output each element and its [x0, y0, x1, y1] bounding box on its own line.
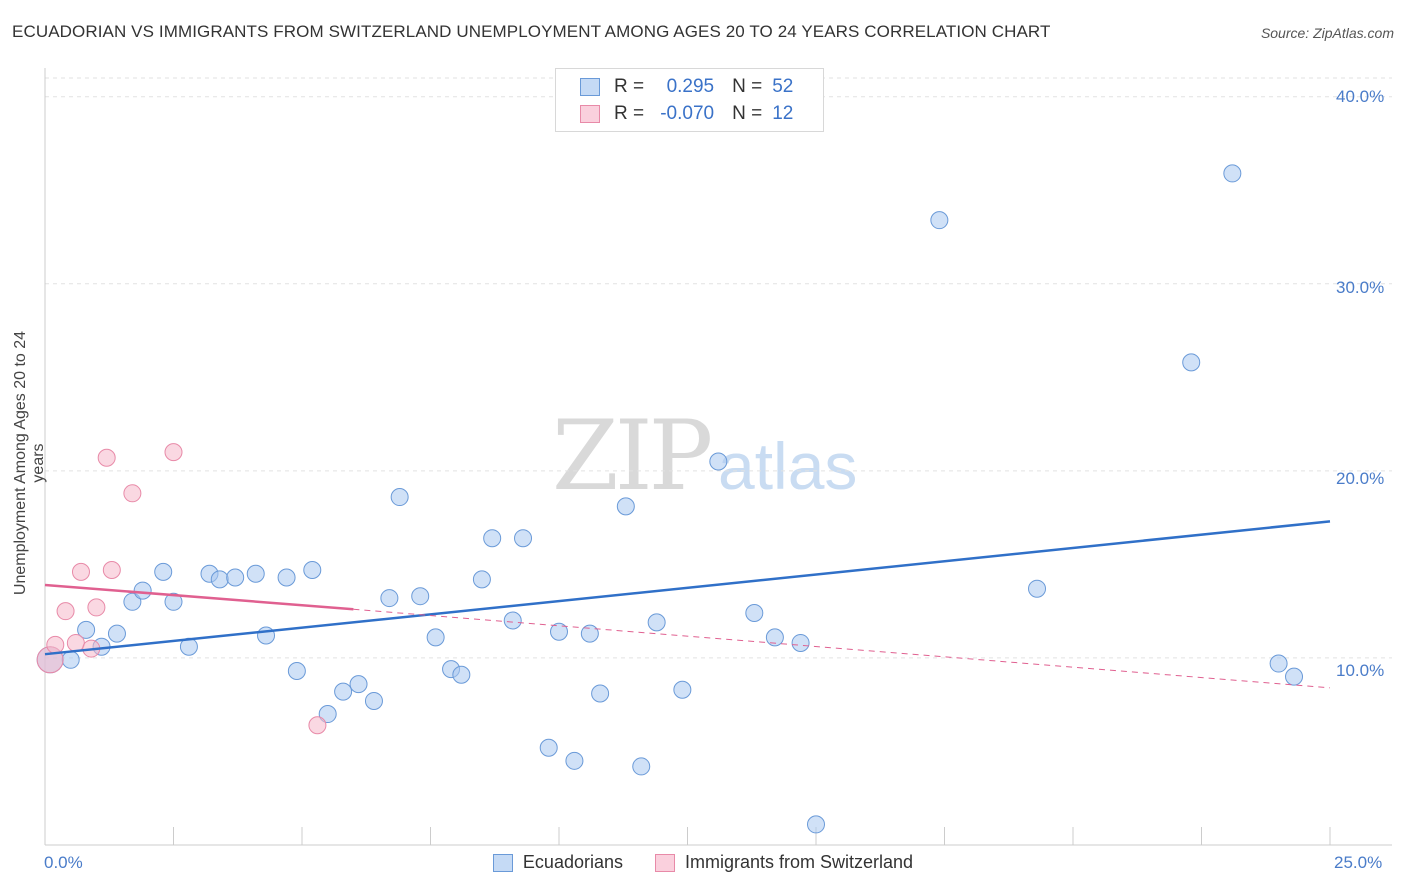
data-point-ecuadorians	[1223, 164, 1242, 183]
data-point-ecuadorians	[632, 757, 651, 776]
y-tick-20: 20.0%	[1336, 469, 1385, 488]
data-point-switzerland	[71, 562, 90, 581]
data-point-ecuadorians	[303, 561, 322, 580]
data-point-ecuadorians	[390, 488, 409, 507]
y-tick-10: 10.0%	[1336, 661, 1385, 680]
data-point-ecuadorians	[210, 570, 229, 589]
data-point-ecuadorians	[580, 624, 599, 643]
series-legend-label: Immigrants from Switzerland	[685, 852, 914, 872]
data-point-ecuadorians	[452, 665, 471, 684]
data-point-switzerland	[164, 443, 183, 462]
legend-r-value: 0.295	[666, 76, 715, 97]
data-point-ecuadorians	[77, 620, 96, 639]
trendline-switzerland	[44, 583, 354, 611]
y-axis-label: Unemployment Among Ages 20 to 24 years	[12, 330, 47, 596]
data-point-ecuadorians	[745, 604, 764, 623]
data-point-ecuadorians	[807, 815, 825, 834]
data-point-ecuadorians	[164, 592, 183, 611]
data-point-ecuadorians	[411, 587, 430, 606]
legend-r-value: -0.070	[660, 103, 715, 124]
data-point-ecuadorians	[107, 624, 126, 643]
data-point-switzerland	[56, 602, 75, 621]
data-point-switzerland	[46, 635, 65, 654]
source-credit: Source: ZipAtlas.com	[1260, 25, 1394, 41]
watermark-zip: ZIP	[552, 400, 713, 512]
data-point-ecuadorians	[287, 662, 306, 681]
data-point-ecuadorians	[514, 529, 533, 548]
data-point-ecuadorians	[1285, 667, 1304, 686]
data-point-ecuadorians	[1269, 654, 1288, 673]
legend-n-label: N =	[732, 76, 763, 97]
data-point-ecuadorians	[709, 452, 728, 471]
data-point-ecuadorians	[791, 633, 810, 652]
data-point-ecuadorians	[364, 691, 383, 710]
y-tick-40: 40.0%	[1336, 87, 1385, 106]
legend-r-label: R =	[614, 76, 645, 97]
x-tick-min: 0.0%	[44, 853, 83, 872]
legend-swatch-pink	[580, 105, 600, 123]
data-point-switzerland	[87, 598, 106, 617]
series-legend-label: Ecuadorians	[522, 852, 623, 872]
x-tick-max: 25.0%	[1334, 853, 1383, 872]
data-point-switzerland	[308, 716, 327, 735]
data-point-ecuadorians	[246, 564, 265, 583]
data-point-ecuadorians	[503, 611, 522, 630]
data-point-ecuadorians	[1182, 353, 1201, 372]
y-tick-30: 30.0%	[1336, 278, 1385, 297]
data-point-ecuadorians	[226, 568, 245, 587]
data-point-ecuadorians	[349, 675, 368, 694]
series-legend-ecuadorians[interactable]: Ecuadorians	[492, 852, 623, 873]
data-point-ecuadorians	[673, 680, 692, 699]
data-point-ecuadorians	[539, 738, 558, 757]
data-point-ecuadorians	[550, 622, 568, 641]
legend-swatch-blue	[492, 853, 513, 872]
data-point-ecuadorians	[483, 529, 502, 548]
legend-swatch-blue	[580, 78, 600, 96]
legend-r-label: R =	[614, 103, 645, 124]
data-point-ecuadorians	[591, 684, 610, 703]
data-point-ecuadorians	[616, 497, 635, 516]
data-point-ecuadorians	[318, 705, 337, 724]
correlation-legend: R = 0.295 N = 52 R = -0.070 N = 12	[555, 68, 824, 132]
legend-n-value: 12	[772, 103, 794, 124]
data-point-ecuadorians	[277, 568, 296, 587]
data-point-ecuadorians	[426, 628, 445, 647]
data-point-ecuadorians	[61, 650, 80, 669]
data-point-ecuadorians	[565, 751, 584, 770]
legend-n-label: N =	[732, 103, 763, 124]
series-legend-switzerland[interactable]: Immigrants from Switzerland	[655, 852, 913, 873]
data-point-ecuadorians	[334, 682, 353, 701]
data-point-ecuadorians	[472, 570, 491, 589]
data-point-ecuadorians	[154, 562, 173, 581]
legend-row-switzerland: R = -0.070 N = 12	[580, 102, 793, 126]
data-point-ecuadorians	[765, 628, 784, 647]
series-legend: Ecuadorians Immigrants from Switzerland	[0, 852, 1406, 873]
data-point-ecuadorians	[380, 589, 399, 608]
legend-n-value: 52	[772, 76, 794, 97]
data-point-switzerland	[66, 633, 85, 652]
legend-row-ecuadorians: R = 0.295 N = 52	[580, 75, 793, 99]
watermark-atlas: atlas	[718, 429, 858, 503]
legend-swatch-pink	[655, 853, 675, 872]
trendline-ecuadorians	[44, 520, 1331, 656]
data-point-ecuadorians	[123, 592, 142, 611]
data-point-switzerland	[123, 484, 142, 503]
data-point-switzerland	[102, 561, 121, 580]
data-point-ecuadorians	[1028, 579, 1047, 598]
trendline-switzerland-extension	[353, 608, 1331, 689]
chart-title: ECUADORIAN VS IMMIGRANTS FROM SWITZERLAN…	[12, 22, 1051, 41]
data-point-ecuadorians	[930, 211, 949, 230]
data-point-ecuadorians	[133, 581, 152, 600]
data-point-ecuadorians	[647, 613, 666, 632]
data-point-switzerland	[97, 448, 116, 467]
